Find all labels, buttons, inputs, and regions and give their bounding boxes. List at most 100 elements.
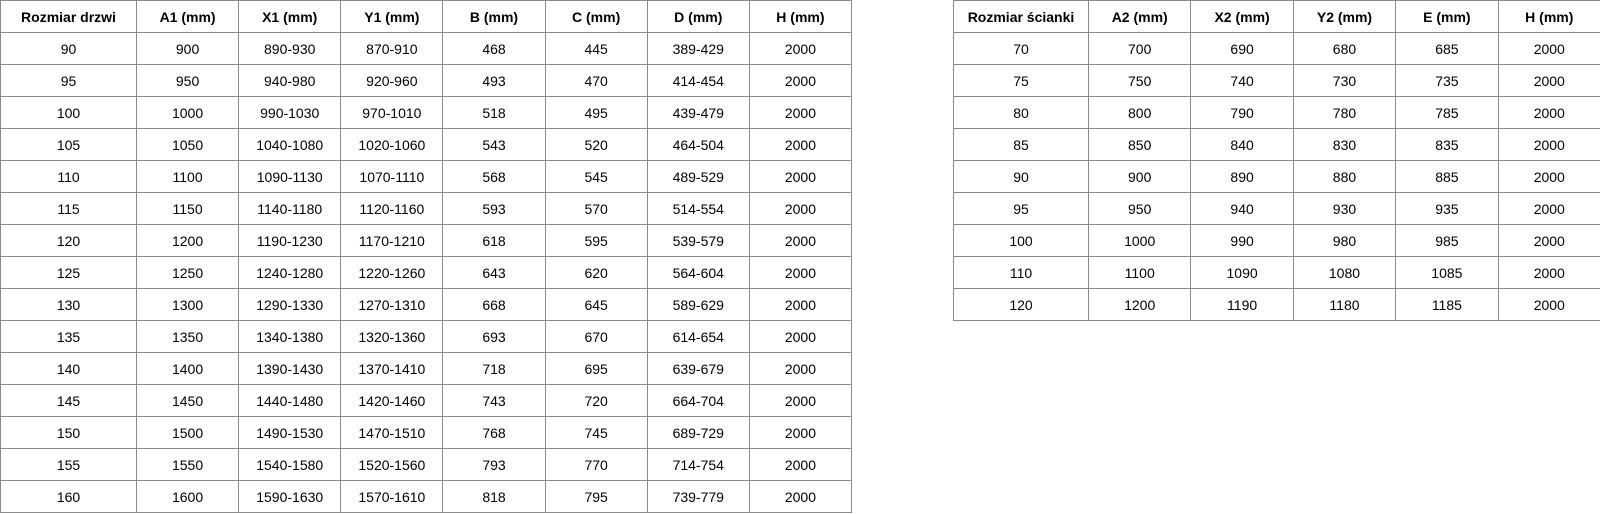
table-cell: 1300: [135, 288, 240, 321]
table-cell: 155: [0, 448, 137, 481]
table-row: 85 850 840 830 835 2000: [953, 128, 1600, 161]
table-cell: 470: [544, 64, 648, 97]
table-cell: 890: [1190, 160, 1294, 193]
table-cell: 80: [953, 96, 1089, 129]
table-cell: 545: [544, 160, 648, 193]
table-cell: 110: [0, 160, 137, 193]
table-cell: 90: [0, 32, 137, 65]
table-cell: 940-980: [238, 64, 342, 97]
column-header: B (mm): [442, 0, 546, 33]
table-cell: 564-604: [646, 256, 750, 289]
table-row: 120 1200 1190-1230 1170-1210 618 595 539-579 20…: [0, 224, 853, 257]
table-header-row: Rozmiar drzwi A1 (mm) X1 (mm) Y1 (mm) B (mm)…: [0, 0, 853, 33]
table-cell: 1090: [1190, 256, 1294, 289]
table-cell: 1440-1480: [238, 384, 342, 417]
table-cell: 593: [442, 192, 546, 225]
column-header: E (mm): [1395, 0, 1499, 33]
table-cell: 414-454: [646, 64, 750, 97]
table-cell: 950: [135, 64, 240, 97]
table-cell: 110: [953, 256, 1089, 289]
table-cell: 685: [1395, 32, 1499, 65]
table-cell: 1140-1180: [238, 192, 342, 225]
column-header: Y1 (mm): [340, 0, 444, 33]
table-cell: 1420-1460: [340, 384, 444, 417]
table-header-row: Rozmiar ścianki A2 (mm) X2 (mm) Y2 (mm) E (m…: [953, 0, 1600, 33]
table-row: 70 700 690 680 685 2000: [953, 32, 1600, 65]
table-cell: 389-429: [646, 32, 750, 65]
table-cell: 900: [135, 32, 240, 65]
table-cell: 743: [442, 384, 546, 417]
table-cell: 1050: [135, 128, 240, 161]
table-cell: 2000: [748, 320, 853, 353]
table-cell: 2000: [1497, 160, 1600, 193]
table-cell: 90: [953, 160, 1089, 193]
table-cell: 570: [544, 192, 648, 225]
table-row: 130 1300 1290-1330 1270-1310 668 645 589-629 20…: [0, 288, 853, 321]
table-cell: 2000: [1497, 288, 1600, 321]
table-cell: 1200: [135, 224, 240, 257]
table-cell: 160: [0, 480, 137, 513]
table-cell: 468: [442, 32, 546, 65]
table-cell: 930: [1292, 192, 1397, 225]
column-header: H (mm): [748, 0, 853, 33]
table-cell: 1190: [1190, 288, 1294, 321]
table-cell: 940: [1190, 192, 1294, 225]
table-cell: 830: [1292, 128, 1397, 161]
column-header: A2 (mm): [1087, 0, 1192, 33]
table-cell: 1370-1410: [340, 352, 444, 385]
table-cell: 900: [1087, 160, 1192, 193]
table-cell: 1590-1630: [238, 480, 342, 513]
table-cell: 1250: [135, 256, 240, 289]
table-cell: 780: [1292, 96, 1397, 129]
table-cell: 1500: [135, 416, 240, 449]
table-cell: 2000: [1497, 224, 1600, 257]
table-cell: 105: [0, 128, 137, 161]
table-cell: 2000: [748, 224, 853, 257]
table-cell: 980: [1292, 224, 1397, 257]
table-cell: 689-729: [646, 416, 750, 449]
table-cell: 115: [0, 192, 137, 225]
table-cell: 70: [953, 32, 1089, 65]
table-cell: 1520-1560: [340, 448, 444, 481]
table-cell: 785: [1395, 96, 1499, 129]
table-cell: 643: [442, 256, 546, 289]
table-cell: 1020-1060: [340, 128, 444, 161]
table-cell: 100: [0, 96, 137, 129]
table-cell: 1170-1210: [340, 224, 444, 257]
table-cell: 595: [544, 224, 648, 257]
table-cell: 664-704: [646, 384, 750, 417]
table-cell: 714-754: [646, 448, 750, 481]
table-cell: 745: [544, 416, 648, 449]
column-header: Y2 (mm): [1292, 0, 1397, 33]
table-cell: 950: [1087, 192, 1192, 225]
table-cell: 730: [1292, 64, 1397, 97]
table-cell: 543: [442, 128, 546, 161]
table-cell: 2000: [748, 160, 853, 193]
table-row: 160 1600 1590-1630 1570-1610 818 795 739-779 20…: [0, 480, 853, 513]
table-cell: 690: [1190, 32, 1294, 65]
table-cell: 920-960: [340, 64, 444, 97]
table-cell: 539-579: [646, 224, 750, 257]
table-cell: 140: [0, 352, 137, 385]
table-cell: 1490-1530: [238, 416, 342, 449]
table-cell: 145: [0, 384, 137, 417]
column-header: A1 (mm): [135, 0, 240, 33]
table-cell: 1400: [135, 352, 240, 385]
table-row: 95 950 940-980 920-960 493 470 414-454 2000: [0, 64, 853, 97]
table-cell: 150: [0, 416, 137, 449]
table-cell: 2000: [1497, 32, 1600, 65]
table-row: 155 1550 1540-1580 1520-1560 793 770 714-754 20…: [0, 448, 853, 481]
table-cell: 2000: [748, 96, 853, 129]
table-cell: 668: [442, 288, 546, 321]
table-cell: 618: [442, 224, 546, 257]
table-cell: 85: [953, 128, 1089, 161]
table-cell: 120: [953, 288, 1089, 321]
table-cell: 890-930: [238, 32, 342, 65]
table-cell: 1190-1230: [238, 224, 342, 257]
table-cell: 1180: [1292, 288, 1397, 321]
table-cell: 493: [442, 64, 546, 97]
table-cell: 495: [544, 96, 648, 129]
table-cell: 750: [1087, 64, 1192, 97]
table-cell: 2000: [748, 128, 853, 161]
table-row: 150 1500 1490-1530 1470-1510 768 745 689-729 20…: [0, 416, 853, 449]
